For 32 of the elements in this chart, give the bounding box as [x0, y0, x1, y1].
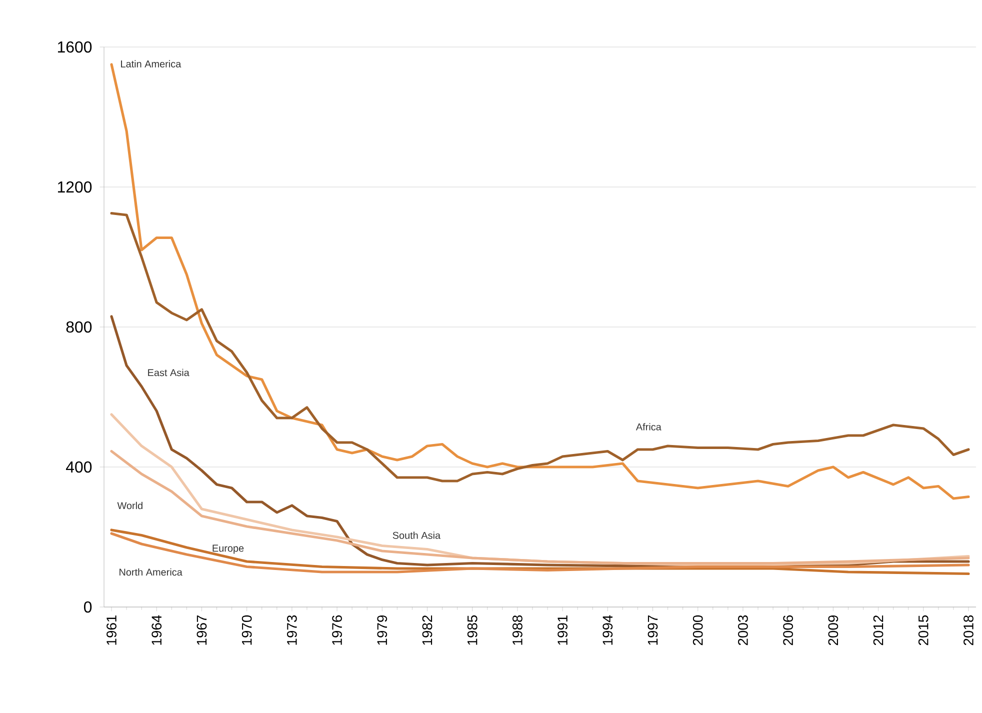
x-tick-label: 1985 — [467, 615, 478, 645]
x-tick-label: 2003 — [738, 615, 748, 646]
x-tick-label: 2006 — [783, 615, 794, 646]
series-label: North America — [120, 568, 182, 576]
x-tick-label: 1979 — [377, 615, 388, 645]
series-label: East Asia — [148, 368, 190, 376]
text: World — [117, 502, 142, 510]
x-tick-label: 2012 — [873, 615, 884, 646]
series-label: Latin America — [121, 60, 182, 68]
y-tick-label: 400 — [66, 461, 92, 473]
x-tick-label: 2015 — [918, 615, 928, 646]
x-tick-label: 2009 — [828, 615, 838, 646]
x-tick-label: 1964 — [152, 615, 162, 645]
y-tick-label: 800 — [66, 321, 92, 333]
series-label: South Asia — [392, 532, 441, 539]
x-tick-label: 1970 — [242, 615, 252, 645]
x-tick-label: 1988 — [512, 615, 522, 645]
x-tick-label: 1967 — [196, 615, 207, 645]
x-tick-label: 2000 — [692, 615, 703, 646]
x-tick-label: 1973 — [286, 615, 297, 645]
x-tick-label: 1976 — [332, 615, 342, 645]
series-label: Africa — [636, 423, 662, 430]
x-tick-label: 1961 — [106, 615, 116, 645]
x-tick-label: 1997 — [648, 615, 658, 645]
y-tick-label: 1200 — [58, 181, 92, 193]
y-tick-label: 0 — [84, 601, 92, 613]
x-tick-label: 2018 — [964, 615, 974, 646]
x-tick-label: 1991 — [558, 615, 568, 645]
x-tick-label: 1982 — [422, 615, 432, 645]
y-tick-label: 1600 — [58, 41, 92, 53]
series-label: Europe — [212, 544, 244, 554]
x-tick-label: 1994 — [602, 615, 613, 645]
